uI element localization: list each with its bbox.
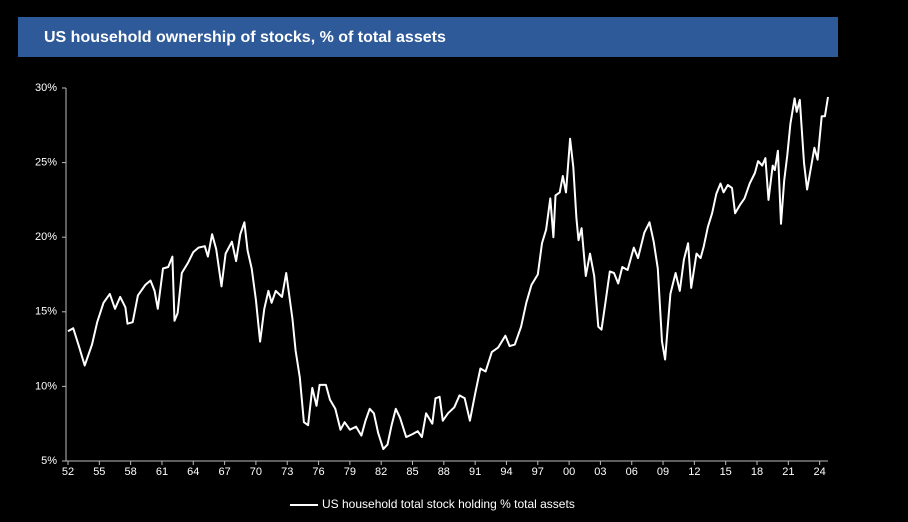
x-tick-label: 91 bbox=[469, 466, 481, 478]
x-tick-label: 21 bbox=[782, 466, 794, 478]
x-tick-label: 12 bbox=[688, 466, 700, 478]
x-tick-label: 18 bbox=[751, 466, 763, 478]
data-line bbox=[67, 96, 829, 451]
y-tick-label: 10% bbox=[35, 380, 57, 392]
x-tick-label: 64 bbox=[187, 466, 199, 478]
x-tick-label: 94 bbox=[500, 466, 512, 478]
x-tick-label: 15 bbox=[720, 466, 732, 478]
x-tick-label: 97 bbox=[532, 466, 544, 478]
x-tick-label: 00 bbox=[563, 466, 575, 478]
y-tick-label: 15% bbox=[35, 306, 57, 318]
x-tick-label: 61 bbox=[156, 466, 168, 478]
x-tick-label: 79 bbox=[344, 466, 356, 478]
x-tick-label: 55 bbox=[93, 466, 105, 478]
x-tick-label: 82 bbox=[375, 466, 387, 478]
title-bar bbox=[18, 17, 838, 57]
x-tick-label: 03 bbox=[594, 466, 606, 478]
legend-label: US household total stock holding % total… bbox=[322, 497, 575, 511]
x-tick-label: 06 bbox=[626, 466, 638, 478]
y-tick-label: 30% bbox=[35, 82, 57, 94]
x-tick-label: 70 bbox=[250, 466, 262, 478]
x-tick-label: 58 bbox=[125, 466, 137, 478]
x-tick-label: 88 bbox=[438, 466, 450, 478]
chart-title: US household ownership of stocks, % of t… bbox=[44, 29, 446, 46]
x-tick-label: 09 bbox=[657, 466, 669, 478]
y-tick-label: 25% bbox=[35, 157, 57, 169]
y-tick-label: 20% bbox=[35, 231, 57, 243]
x-tick-label: 85 bbox=[406, 466, 418, 478]
x-tick-label: 24 bbox=[814, 466, 826, 478]
x-tick-label: 52 bbox=[62, 466, 74, 478]
x-tick-label: 73 bbox=[281, 466, 293, 478]
y-tick-label: 5% bbox=[41, 455, 57, 467]
x-tick-label: 67 bbox=[218, 466, 230, 478]
x-tick-label: 76 bbox=[312, 466, 324, 478]
